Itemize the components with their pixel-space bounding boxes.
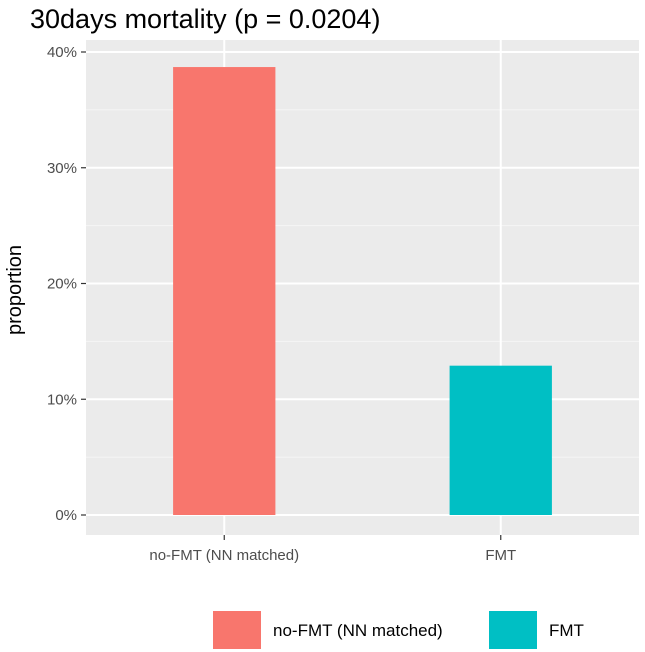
bar xyxy=(173,67,276,516)
bars xyxy=(173,67,552,516)
chart-title: 30days mortality (p = 0.0204) xyxy=(30,4,380,34)
y-tick-label: 40% xyxy=(47,44,77,61)
legend-label: FMT xyxy=(549,621,584,640)
legend-key xyxy=(213,611,261,649)
plot-panel xyxy=(86,40,639,535)
y-axis: 0% 10% 20% 30% 40% xyxy=(47,44,86,524)
bar xyxy=(449,365,552,515)
y-tick-label: 10% xyxy=(47,391,77,408)
legend-key xyxy=(489,611,537,649)
y-tick-label: 20% xyxy=(47,276,77,293)
x-tick-label: no-FMT (NN matched) xyxy=(149,547,299,564)
legend-label: no-FMT (NN matched) xyxy=(273,621,443,640)
x-tick-label: FMT xyxy=(485,547,516,564)
legend: no-FMT (NN matched) FMT xyxy=(213,611,584,649)
y-axis-label: proportion xyxy=(4,245,26,335)
y-tick-label: 30% xyxy=(47,160,77,177)
x-axis: no-FMT (NN matched) FMT xyxy=(149,535,516,564)
y-tick-label: 0% xyxy=(55,507,77,524)
